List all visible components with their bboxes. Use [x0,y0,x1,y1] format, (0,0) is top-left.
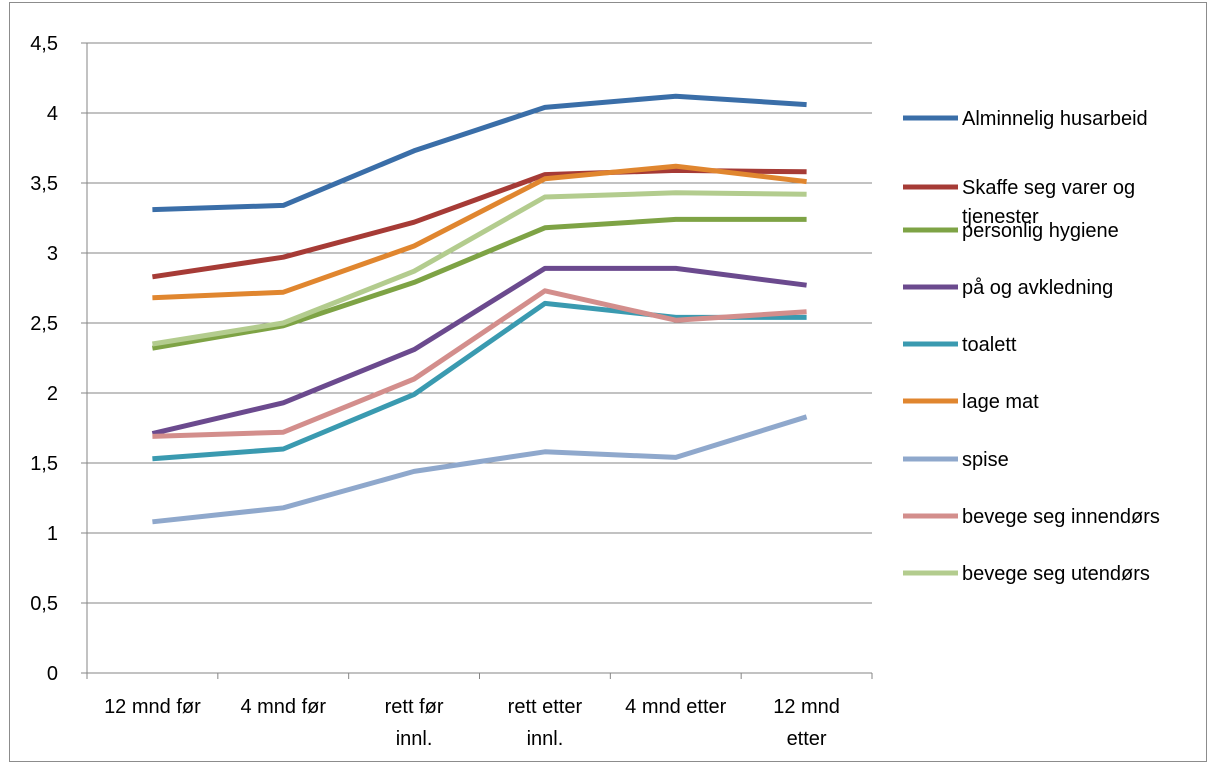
series-line [152,93,807,213]
legend-label: lage mat [962,391,1039,413]
x-tick-label: 4 mnd før [240,696,326,718]
y-tick-label: 4,5 [30,33,58,55]
x-tick-label: rett etter [508,696,583,718]
series-line [152,414,808,525]
y-tick-label: 4 [47,103,58,125]
x-tick-labels: 12 mnd før 4 mnd før rett før innl. rett ett… [104,696,840,750]
legend-label: bevege seg innendørs [962,506,1160,528]
y-tick-labels: 0 0,5 1 1,5 2 2,5 3 3,5 4 4,5 [30,33,58,685]
series-line [152,163,807,301]
series-line [151,265,807,437]
legend-label: toalett [962,334,1017,356]
legend-label: på og avkledning [962,277,1113,299]
y-tick-label: 1,5 [30,453,58,475]
x-tick-label: 12 mnd [773,696,840,718]
y-tick-label: 3,5 [30,173,58,195]
legend-label: personlig hygiene [962,220,1119,242]
y-tick-label: 1 [47,523,58,545]
series-lines [151,93,808,525]
y-tick-label: 0 [47,663,58,685]
legend-label: tjenester [962,206,1039,228]
x-tick-label: innl. [396,728,433,750]
axes [81,42,873,679]
chart-border [9,2,1207,762]
legend-label: bevege seg utendørs [962,563,1150,585]
legend-label: spise [962,449,1009,471]
x-tick-label: rett før [385,696,444,718]
x-tick-label: 12 mnd før [104,696,201,718]
y-tick-label: 3 [47,243,58,265]
x-tick-label: etter [787,728,827,750]
y-tick-label: 0,5 [30,593,58,615]
legend-label: Alminnelig husarbeid [962,108,1148,130]
x-tick-label: innl. [527,728,564,750]
x-tick-label: 4 mnd etter [625,696,727,718]
y-tick-label: 2 [47,383,58,405]
y-tick-label: 2,5 [30,313,58,335]
legend: Alminnelig husarbeid Skaffe seg varer og t… [903,108,1160,585]
legend-label: Skaffe seg varer og [962,177,1135,199]
series-line [151,216,807,351]
series-line [152,288,807,439]
series-line [152,190,807,347]
